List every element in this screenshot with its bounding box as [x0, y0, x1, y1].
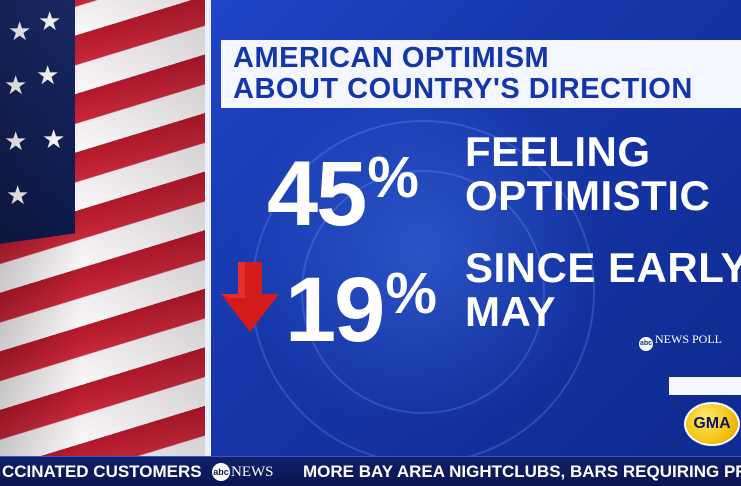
stat-label: SINCE EARLY — [465, 244, 741, 291]
flag-star-icon: ★ — [36, 60, 60, 90]
stat-label: OPTIMISTIC — [465, 172, 711, 219]
down-arrow-icon — [221, 262, 279, 332]
headline-banner: AMERICAN OPTIMISM ABOUT COUNTRY'S DIRECT… — [221, 40, 741, 108]
flag-star-icon: ★ — [42, 124, 66, 154]
stat-label: MAY — [465, 288, 556, 335]
stat-number: 19 — [285, 259, 385, 361]
flag-canton — [0, 0, 75, 247]
abc-news-logo: abc NEWS — [212, 461, 274, 483]
abc-logo-icon: abc — [212, 463, 230, 481]
percent-sign: % — [367, 145, 419, 210]
flag-star-icon: ★ — [4, 70, 28, 100]
ticker-headline: MORE BAY AREA NIGHTCLUBS, BARS REQUIRING… — [303, 462, 741, 481]
poll-credit-text: NEWS POLL — [655, 332, 722, 346]
flag-star-icon: ★ — [8, 16, 32, 46]
stat-optimistic-percent: 45% — [267, 132, 419, 240]
news-wordmark: NEWS — [231, 464, 274, 480]
stat-label: FEELING — [465, 128, 651, 175]
percent-sign: % — [385, 261, 437, 326]
flag-star-icon: ★ — [6, 180, 30, 210]
headline-line: AMERICAN OPTIMISM — [233, 42, 550, 74]
flag-star-icon: ★ — [4, 126, 28, 156]
panel-divider — [205, 0, 211, 456]
poll-credit: abc NEWS POLL — [639, 332, 722, 351]
ticker-headline: CCINATED CUSTOMERS — [2, 462, 202, 481]
headline-line: ABOUT COUNTRY'S DIRECTION — [233, 73, 693, 105]
poll-graphic: AMERICAN OPTIMISM ABOUT COUNTRY'S DIRECT… — [211, 0, 741, 456]
news-ticker: CCINATED CUSTOMERS abc NEWS MORE BAY AREA… — [0, 456, 741, 486]
american-flag-image: ★ ★ ★ ★ ★ ★ ★ — [0, 0, 205, 456]
flag-star-icon: ★ — [38, 6, 62, 36]
abc-logo-icon: abc — [639, 337, 653, 351]
lower-third-tab — [669, 377, 741, 395]
gma-logo: GMA — [684, 402, 740, 446]
decorative-ring — [301, 170, 545, 414]
stat-number: 45 — [267, 143, 367, 245]
stat-change-percent: 19% — [285, 248, 437, 356]
